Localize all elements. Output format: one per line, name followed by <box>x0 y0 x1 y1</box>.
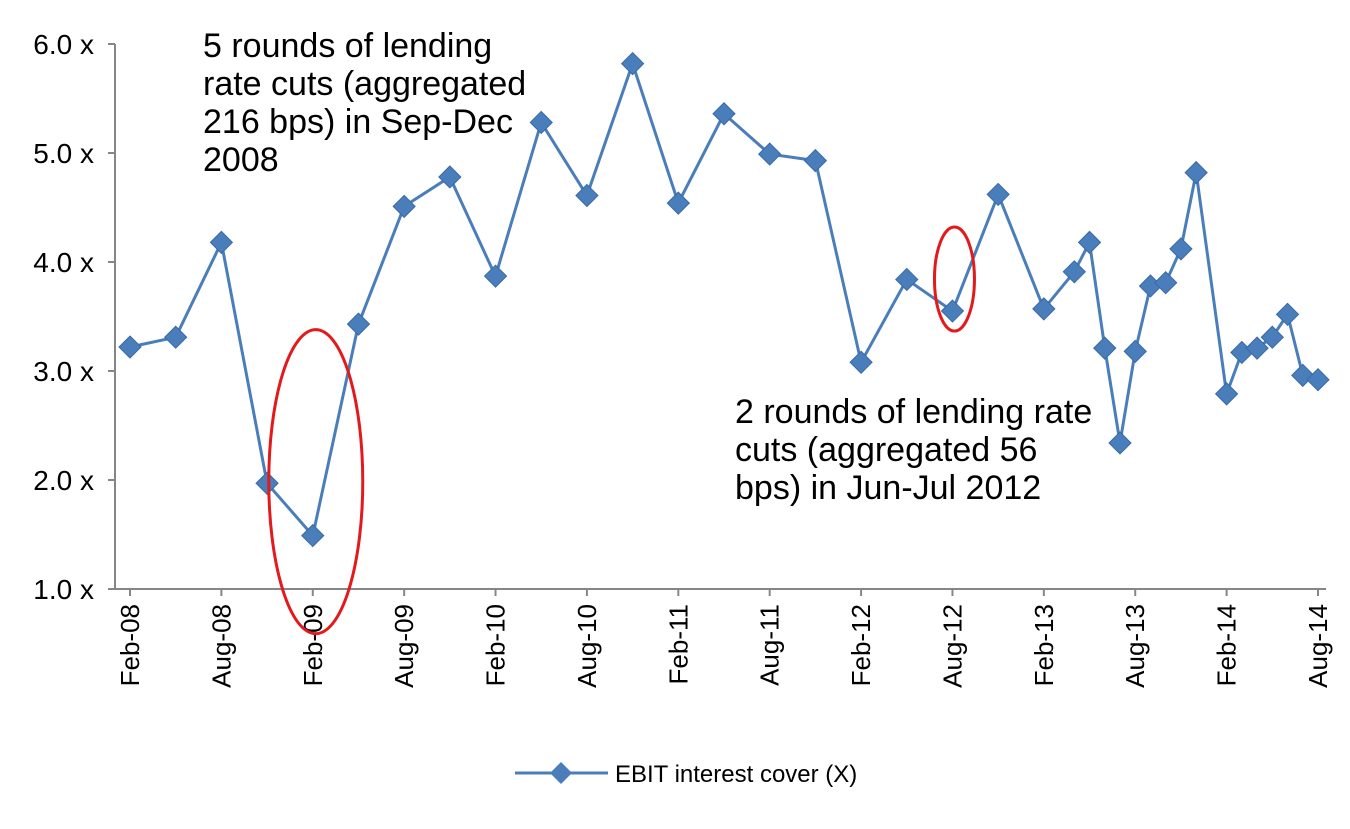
data-point-marker <box>1214 382 1239 406</box>
highlight-ellipse-2008 <box>267 328 365 636</box>
x-tick-label: Aug-14 <box>1303 604 1333 688</box>
data-point-marker <box>1184 160 1208 185</box>
y-tick-label: 6.0 x <box>33 29 94 60</box>
annotation-line: cuts (aggregated 56 <box>735 431 1037 469</box>
data-point-marker <box>438 165 462 189</box>
annotation-line: rate cuts (aggregated <box>203 65 526 103</box>
data-point-marker <box>1108 431 1132 455</box>
annotation-line: 2008 <box>203 141 279 179</box>
data-point-marker <box>392 194 416 219</box>
x-tick-label: Aug-11 <box>755 604 785 686</box>
y-tick-label: 1.0 x <box>33 574 94 605</box>
data-point-marker <box>1306 368 1330 392</box>
data-point-marker <box>1275 302 1300 327</box>
data-point-marker <box>1169 237 1193 261</box>
x-axis-ticks: Feb-08 Aug-08 Feb-09 Aug-09 Feb-10 Aug-10 Feb-… <box>115 589 1333 688</box>
data-point-marker <box>1153 271 1178 295</box>
y-tick-label: 5.0 x <box>33 138 94 169</box>
data-point-marker <box>346 312 371 336</box>
x-tick-label: Feb-13 <box>1029 604 1059 686</box>
legend: EBIT interest cover (X) <box>515 761 857 788</box>
data-point-marker <box>1123 339 1147 364</box>
data-point-marker <box>209 230 234 255</box>
data-point-marker <box>757 142 782 166</box>
data-point-marker <box>940 299 965 323</box>
data-point-marker <box>483 264 508 288</box>
annotation-line: bps) in Jun-Jul 2012 <box>735 469 1041 507</box>
data-point-marker <box>803 148 828 173</box>
data-point-marker <box>575 183 599 208</box>
x-tick-label: Feb-11 <box>663 604 693 684</box>
y-tick-label: 4.0 x <box>33 247 94 278</box>
data-point-marker <box>849 350 873 374</box>
x-tick-label: Aug-09 <box>389 604 419 688</box>
x-tick-label: Aug-08 <box>206 604 236 688</box>
data-point-marker <box>986 182 1010 207</box>
data-point-marker <box>1062 260 1087 284</box>
legend-label: EBIT interest cover (X) <box>615 761 857 788</box>
y-axis-ticks: 1.0 x 2.0 x 3.0 x 4.0 x 5.0 x 6.0 x <box>33 29 115 605</box>
annotation-line: 216 bps) in Sep-Dec <box>203 103 513 141</box>
data-point-marker <box>301 523 325 548</box>
data-point-marker <box>1077 230 1102 255</box>
annotation-line: 2 rounds of lending rate <box>735 393 1092 431</box>
data-point-marker <box>1245 336 1269 360</box>
highlight-ellipse-2012 <box>932 225 976 333</box>
data-point-marker <box>1032 297 1056 321</box>
data-point-marker <box>1260 325 1285 349</box>
data-point-marker <box>895 267 919 292</box>
x-tick-label: Aug-13 <box>1120 604 1150 688</box>
x-tick-label: Feb-10 <box>481 604 511 686</box>
data-point-marker <box>666 191 691 215</box>
data-point-marker <box>529 110 553 135</box>
data-point-marker <box>712 102 736 126</box>
highlight-group <box>267 225 976 636</box>
x-tick-label: Feb-12 <box>846 604 876 686</box>
x-tick-label: Feb-08 <box>115 604 145 686</box>
data-point-marker <box>620 51 645 76</box>
y-tick-label: 2.0 x <box>33 465 94 496</box>
legend-marker <box>550 762 572 784</box>
data-point-marker <box>1093 336 1117 360</box>
x-tick-label: Aug-10 <box>572 604 602 688</box>
data-point-marker <box>163 325 188 349</box>
data-point-marker <box>118 335 142 359</box>
annotation-line: 5 rounds of lending <box>203 27 492 65</box>
x-tick-label: Aug-12 <box>937 604 967 688</box>
x-tick-label: Feb-09 <box>298 604 328 686</box>
x-tick-label: Feb-14 <box>1212 604 1242 686</box>
y-tick-label: 3.0 x <box>33 356 94 387</box>
data-point-marker <box>255 471 279 495</box>
series-group <box>118 51 1330 548</box>
